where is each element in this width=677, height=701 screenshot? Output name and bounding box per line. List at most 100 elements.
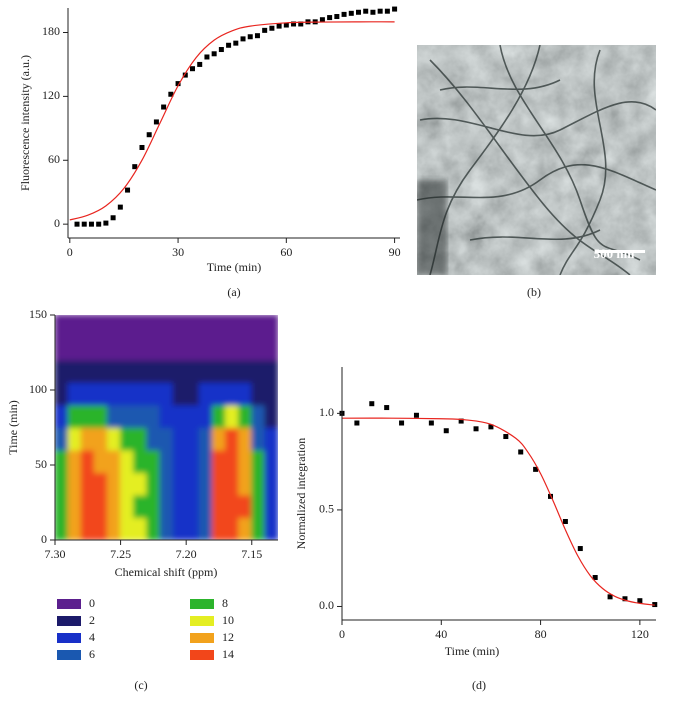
heatmap-cell xyxy=(146,494,161,518)
caption: (c) xyxy=(134,678,147,692)
heatmap-cell xyxy=(146,472,161,496)
data-point xyxy=(88,221,94,227)
heatmap-cell xyxy=(225,337,240,361)
heatmap-cell xyxy=(80,449,95,473)
heatmap-cell xyxy=(55,449,69,473)
heatmap-cell xyxy=(225,359,240,383)
heatmap-cell xyxy=(133,404,148,428)
legend-label: 0 xyxy=(89,596,95,610)
heatmap-cell xyxy=(198,517,213,540)
data-point xyxy=(298,21,304,27)
heatmap-cell xyxy=(159,449,174,473)
legend-swatch xyxy=(57,650,81,660)
legend-label: 2 xyxy=(89,613,95,627)
data-point xyxy=(334,14,340,20)
heatmap-cell xyxy=(185,359,200,383)
heatmap-cell xyxy=(238,359,253,383)
heatmap-cell xyxy=(172,337,187,361)
heatmap-cell xyxy=(172,359,187,383)
data-point xyxy=(247,34,253,40)
data-point xyxy=(81,221,87,227)
heatmap-cell xyxy=(251,315,266,338)
x-tick-label: 120 xyxy=(631,627,649,641)
heatmap-cell xyxy=(238,337,253,361)
heatmap-cell xyxy=(159,517,174,540)
heatmap-cell xyxy=(133,449,148,473)
fit-line xyxy=(69,21,395,221)
heatmap-cell xyxy=(106,494,122,518)
heatmap-cell xyxy=(120,337,135,361)
x-tick-label: 7.20 xyxy=(176,547,197,561)
data-point xyxy=(146,132,152,138)
data-point xyxy=(262,27,268,33)
x-tick-label: 80 xyxy=(535,627,547,641)
heatmap-cell xyxy=(225,382,240,406)
heatmap-cell xyxy=(211,315,227,338)
heatmap-cell xyxy=(80,427,95,451)
data-point xyxy=(283,22,289,28)
heatmap-cell xyxy=(225,494,240,518)
heatmap-cell xyxy=(106,359,122,383)
heatmap-cell xyxy=(67,315,82,338)
y-tick-label: 150 xyxy=(29,307,47,321)
heatmap-cell xyxy=(172,449,187,473)
heatmap-cell xyxy=(198,427,213,451)
data-point xyxy=(254,33,260,39)
legend-swatch xyxy=(190,650,214,660)
data-point xyxy=(103,220,109,226)
heatmap-cell xyxy=(251,449,266,473)
data-point xyxy=(533,466,539,472)
heatmap-cell xyxy=(211,427,227,451)
heatmap-cell xyxy=(264,427,278,451)
heatmap-cell xyxy=(159,315,174,338)
heatmap-cell xyxy=(238,472,253,496)
data-point xyxy=(622,596,628,602)
data-point xyxy=(139,144,145,150)
data-point xyxy=(577,546,583,552)
heatmap-cell xyxy=(80,404,95,428)
heatmap-cell xyxy=(211,404,227,428)
y-tick-label: 50 xyxy=(35,457,47,471)
scale-bar xyxy=(595,250,645,253)
legend-label: 6 xyxy=(89,647,95,661)
data-point xyxy=(117,204,123,210)
y-tick-label: 180 xyxy=(42,24,60,38)
scale-bar-label: 500 nm xyxy=(594,246,635,261)
legend-swatch xyxy=(57,633,81,643)
heatmap-cell xyxy=(211,517,227,540)
heatmap-cell xyxy=(146,359,161,383)
legend-label: 10 xyxy=(222,613,234,627)
heatmap-cell xyxy=(120,382,135,406)
heatmap-cell xyxy=(55,472,69,496)
data-point xyxy=(211,51,217,57)
heatmap-cell xyxy=(225,449,240,473)
heatmap-cell xyxy=(120,449,135,473)
heatmap-cell xyxy=(198,494,213,518)
heatmap-cell xyxy=(185,382,200,406)
heatmap-cell xyxy=(225,427,240,451)
heatmap-cell xyxy=(67,359,82,383)
heatmap-cell xyxy=(146,404,161,428)
heatmap-cell xyxy=(120,359,135,383)
heatmap-cell xyxy=(80,472,95,496)
heatmap-cell xyxy=(264,337,278,361)
data-point xyxy=(132,164,138,170)
y-tick-label: 0.5 xyxy=(319,502,334,516)
heatmap-cell xyxy=(172,382,187,406)
heatmap-cell xyxy=(120,315,135,338)
heatmap-cell xyxy=(185,337,200,361)
heatmap-cell xyxy=(67,382,82,406)
heatmap-cell xyxy=(133,315,148,338)
heatmap-cell xyxy=(264,472,278,496)
heatmap-cell xyxy=(93,472,108,496)
caption: (b) xyxy=(527,285,541,299)
heatmap-cell xyxy=(251,359,266,383)
data-point xyxy=(377,8,383,14)
x-axis-title: Time (min) xyxy=(207,260,262,274)
heatmap-cell xyxy=(55,315,69,338)
heatmap-cell xyxy=(264,449,278,473)
data-point xyxy=(356,9,361,15)
caption: (a) xyxy=(227,285,240,299)
heatmap-cell xyxy=(238,427,253,451)
